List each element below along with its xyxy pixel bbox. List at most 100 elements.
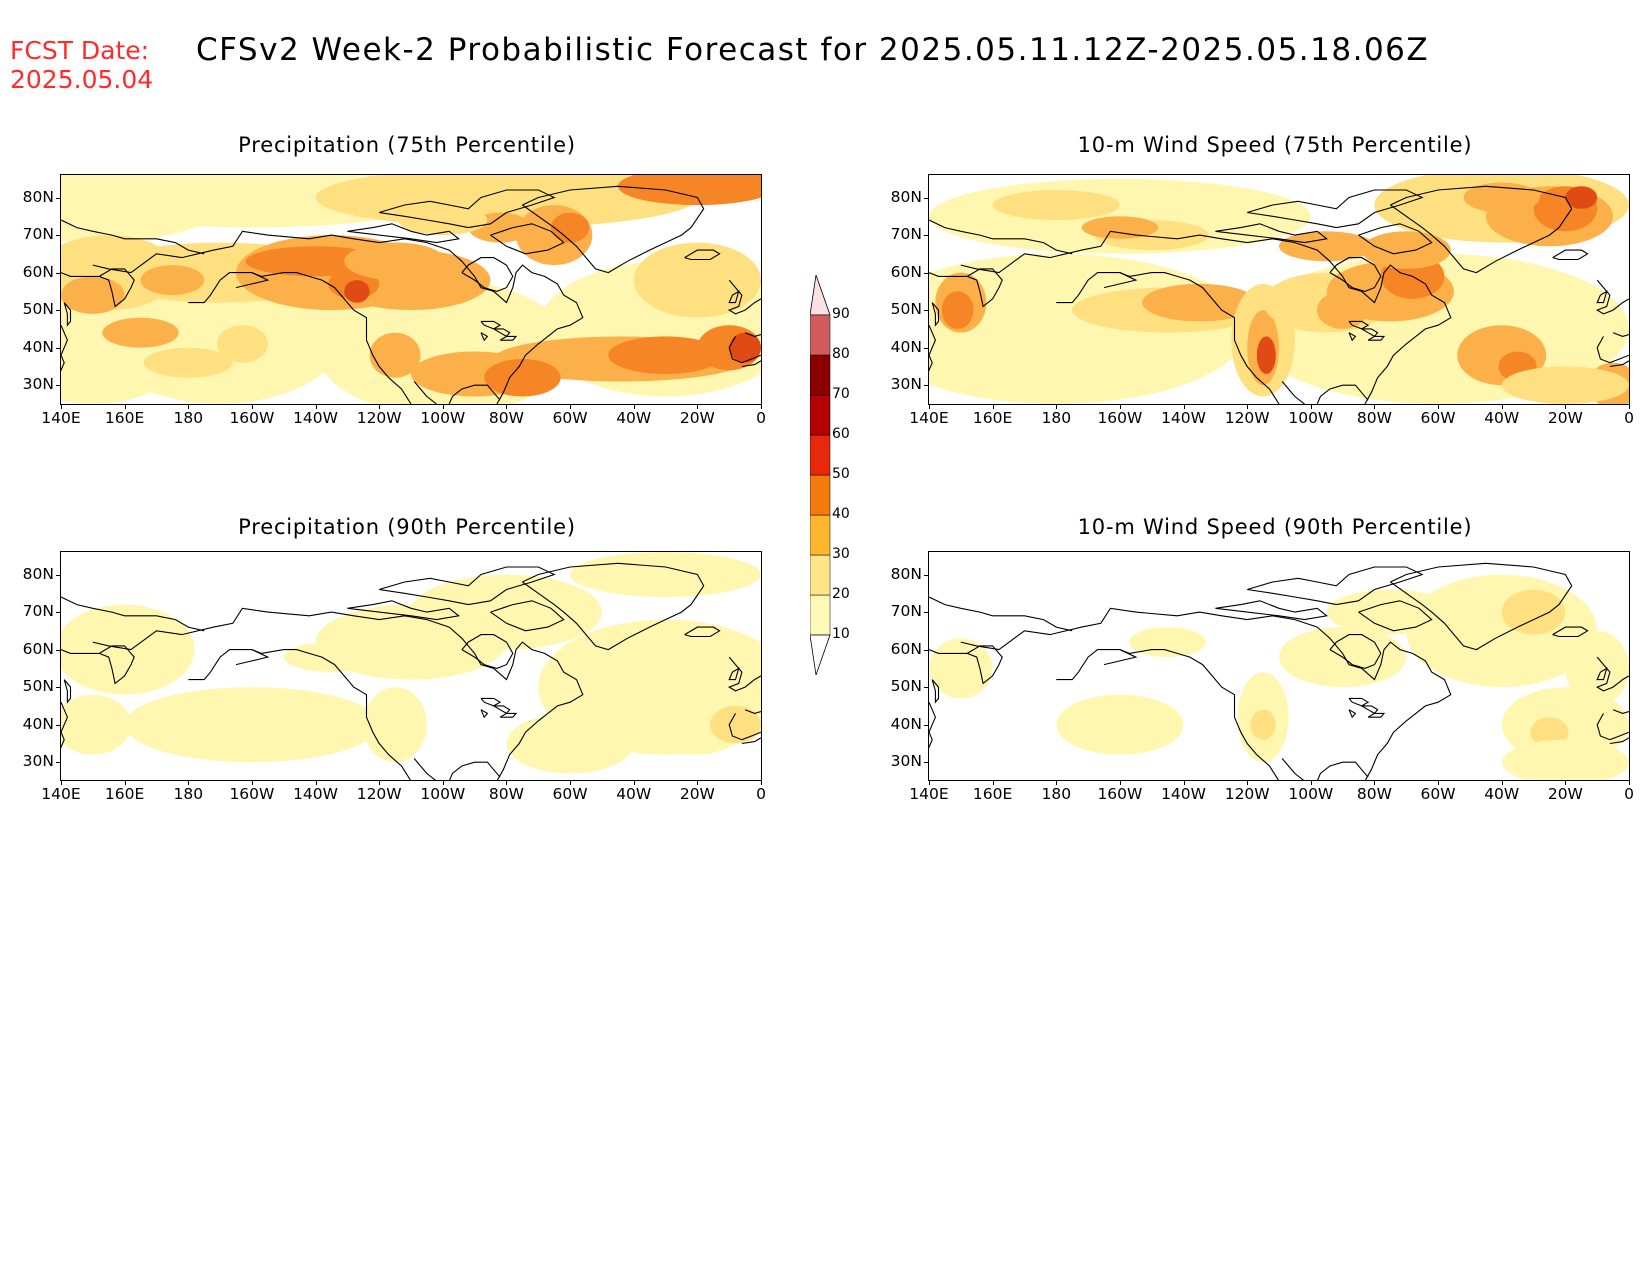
coastline	[931, 302, 940, 327]
lon-label: 160W	[1097, 409, 1143, 427]
colorbar-level-label: 40	[832, 506, 850, 522]
forecast-date-block: FCST Date: 2025.05.04	[10, 36, 153, 94]
coastline	[1390, 185, 1573, 274]
coastline	[929, 596, 1073, 632]
coastline	[1358, 223, 1433, 255]
lon-tick	[1565, 781, 1567, 785]
map-canvas	[61, 552, 761, 780]
lat-tick	[924, 310, 928, 312]
coastline	[61, 219, 205, 255]
panel-title-precip90: Precipitation (90th Percentile)	[238, 515, 576, 539]
shade-c30	[1081, 216, 1159, 239]
colorbar-level-label: 80	[832, 346, 850, 362]
shade-c40	[941, 291, 974, 329]
coastline	[490, 600, 565, 632]
coastline	[63, 679, 72, 704]
shade-c30	[140, 265, 205, 296]
lon-tick	[1438, 781, 1440, 785]
coastline	[1281, 381, 1305, 404]
shade-c20	[216, 325, 268, 363]
lon-label: 0	[1624, 785, 1634, 803]
lon-tick	[633, 405, 635, 409]
shade-c40	[484, 358, 561, 397]
coastline	[929, 645, 1003, 685]
lat-tick	[56, 347, 60, 349]
lon-label: 100W	[420, 409, 466, 427]
coastlines	[61, 562, 761, 780]
lon-label: 60W	[1420, 785, 1456, 803]
lon-tick	[1119, 405, 1121, 409]
lon-label: 60W	[552, 785, 588, 803]
coastline	[61, 596, 205, 632]
coastline	[461, 634, 514, 669]
lat-label: 40N	[22, 714, 54, 733]
lon-tick	[1374, 781, 1376, 785]
coastline	[684, 249, 721, 261]
lat-tick	[924, 574, 928, 576]
lon-label: 20W	[1547, 409, 1583, 427]
lon-label: 100W	[420, 785, 466, 803]
shade-c10	[61, 694, 131, 755]
colorbar	[810, 275, 831, 676]
shade-c10	[1326, 589, 1454, 635]
coastline	[1596, 290, 1608, 304]
shade-c10	[506, 713, 634, 774]
shade-c10	[1565, 630, 1629, 706]
coastline	[499, 335, 518, 341]
coastline	[92, 230, 584, 404]
lon-label: 160W	[229, 409, 275, 427]
coastline	[1119, 649, 1280, 780]
coastline	[1612, 332, 1629, 337]
lon-label: 160E	[104, 785, 145, 803]
coastline	[493, 328, 511, 338]
lon-tick	[1501, 405, 1503, 409]
lon-tick	[929, 781, 930, 785]
lat-tick	[56, 687, 60, 689]
lon-label: 0	[1624, 409, 1634, 427]
coastline	[92, 607, 584, 780]
lon-tick	[124, 405, 126, 409]
coastline	[413, 381, 437, 404]
colorbar-swatch	[810, 314, 831, 356]
map-wind-75th	[928, 174, 1630, 405]
coastline	[61, 324, 68, 372]
coastline	[1596, 336, 1629, 364]
lat-label: 70N	[22, 602, 54, 621]
lon-tick	[61, 781, 62, 785]
coastline	[1609, 737, 1629, 745]
coastline	[931, 679, 940, 704]
coastline	[1348, 709, 1357, 719]
lon-label: 140E	[909, 409, 949, 427]
colorbar-level-label: 70	[832, 386, 850, 402]
coastline	[1215, 600, 1329, 621]
lat-label: 30N	[22, 375, 54, 394]
lon-tick	[188, 781, 190, 785]
probability-shading	[61, 175, 761, 404]
shade-c20	[710, 705, 761, 744]
coastline	[1281, 758, 1305, 780]
lon-label: 180	[1041, 409, 1072, 427]
lon-tick	[697, 405, 699, 409]
lon-tick	[1056, 405, 1058, 409]
lat-tick	[56, 574, 60, 576]
colorbar-swatch	[810, 554, 831, 596]
map-wind-90th	[928, 551, 1630, 781]
shade-c10	[1129, 627, 1206, 658]
shade-c50	[729, 332, 761, 363]
lat-tick	[924, 649, 928, 651]
coastline	[493, 705, 511, 715]
coastline	[251, 649, 412, 780]
lon-label: 120W	[356, 785, 402, 803]
lon-tick	[761, 405, 762, 409]
lon-label: 140E	[41, 785, 81, 803]
lat-label: 60N	[890, 639, 922, 658]
lon-tick	[570, 405, 572, 409]
lat-label: 70N	[890, 225, 922, 244]
colorbar-level-label: 60	[832, 426, 850, 442]
coastline	[490, 223, 565, 255]
shade-c20	[633, 242, 761, 318]
lon-tick	[379, 781, 381, 785]
map-precip-90th	[60, 551, 762, 781]
coastline	[1348, 332, 1357, 342]
colorbar-swatch	[810, 474, 831, 516]
